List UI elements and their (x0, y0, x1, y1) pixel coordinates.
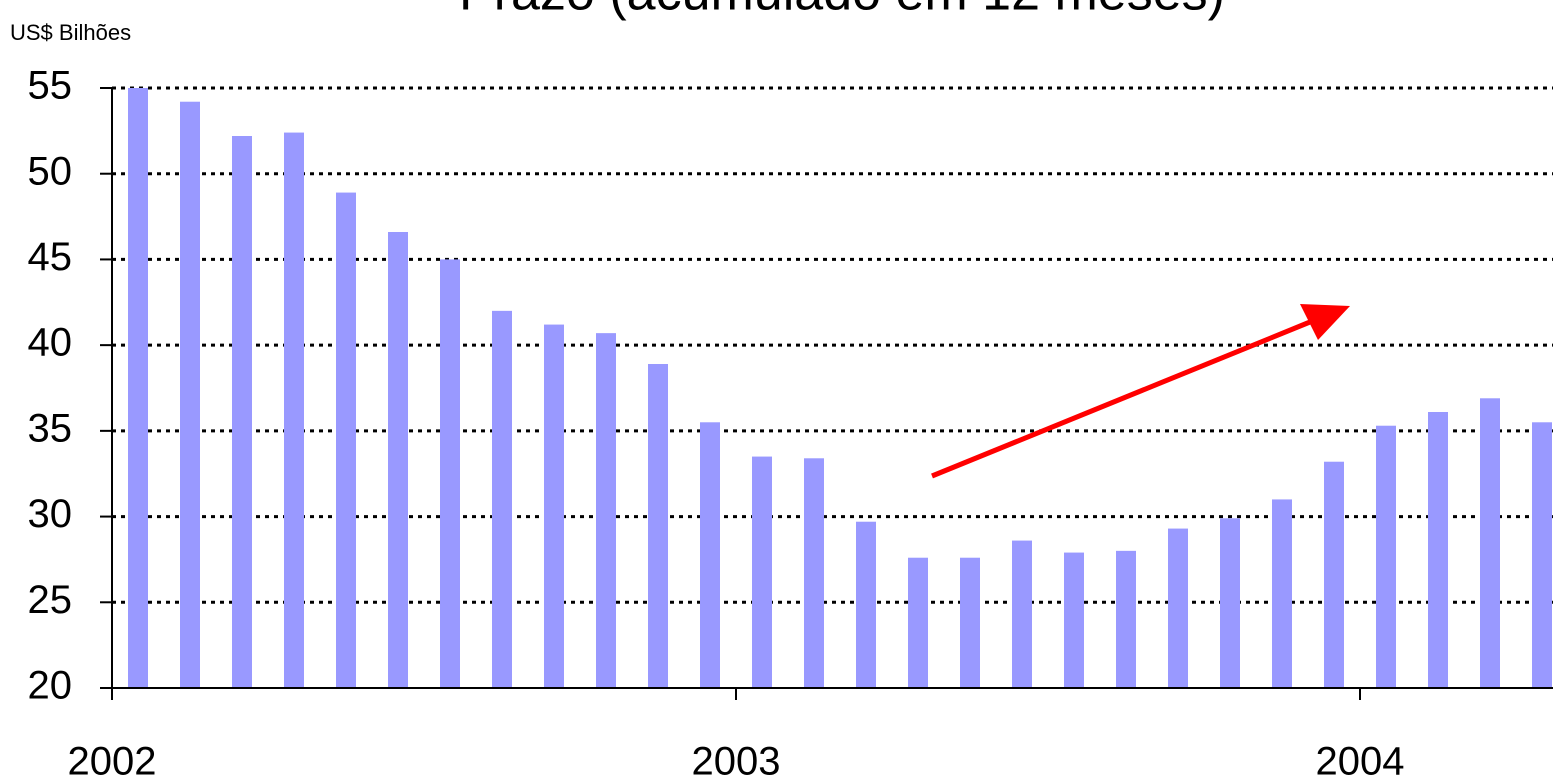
x-tick-label: 2003 (692, 740, 781, 784)
y-tick-label: 55 (28, 64, 73, 108)
y-tick-label: 50 (28, 149, 73, 193)
bar (388, 232, 408, 688)
bar (960, 557, 980, 688)
y-tick-label: 20 (28, 664, 73, 708)
y-tick-label: 35 (28, 406, 73, 450)
y-axis-label: US$ Bilhões (10, 20, 131, 45)
bar (700, 422, 720, 688)
x-tick-label: 2004 (1316, 740, 1405, 784)
bar (128, 88, 148, 688)
bar (1324, 461, 1344, 688)
bar (804, 458, 824, 688)
chart-title: Prazo (acumulado em 12 meses) (459, 0, 1225, 22)
arrow-head (1300, 304, 1350, 340)
bar (1064, 552, 1084, 688)
bar (1480, 398, 1500, 688)
trend-arrow (931, 304, 1350, 479)
bar (180, 101, 200, 688)
bar (908, 557, 928, 688)
bar (1220, 518, 1240, 688)
x-tick-label: 2002 (68, 740, 157, 784)
bar (1012, 540, 1032, 688)
bar (1532, 422, 1552, 688)
bar (440, 259, 460, 688)
bar (1376, 425, 1396, 688)
bar (544, 324, 564, 688)
bar (648, 364, 668, 688)
plot-area: 20 25 30 35 40 45 50 55 2002 2003 2004 (28, 64, 1553, 784)
bar (284, 132, 304, 689)
bar (856, 521, 876, 688)
y-tick-label: 25 (28, 578, 73, 622)
y-tick-label: 40 (28, 321, 73, 365)
bar (336, 192, 356, 689)
bar (1168, 528, 1188, 688)
bar (752, 456, 772, 688)
y-tick-label: 45 (28, 235, 73, 279)
bar (1116, 550, 1136, 688)
bar (492, 310, 512, 688)
bar (596, 333, 616, 688)
bar (1272, 499, 1292, 688)
bar (1428, 412, 1448, 688)
arrow-shaft (931, 319, 1311, 479)
y-tick-label: 30 (28, 492, 73, 536)
bar (232, 136, 252, 688)
